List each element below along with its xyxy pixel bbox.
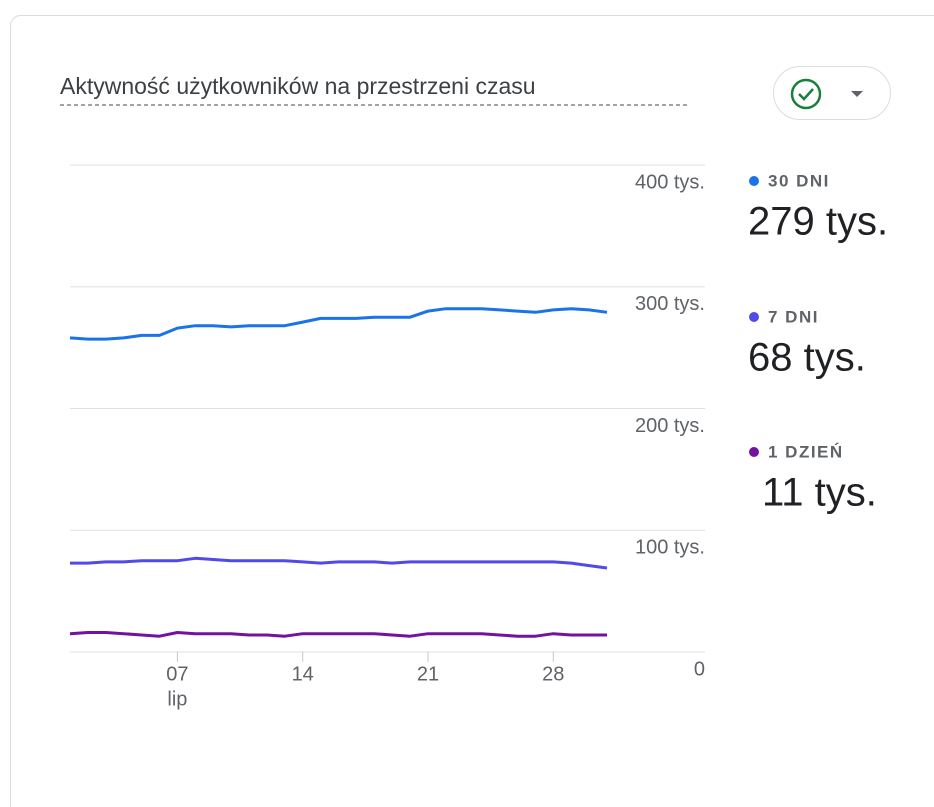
legend-dot xyxy=(749,176,759,186)
y-tick-label: 400 tys. xyxy=(635,171,705,193)
x-tick-label: 07 xyxy=(166,663,188,685)
x-tick-label: 21 xyxy=(417,663,439,685)
legend-label: 1 DZIEŃ xyxy=(768,442,844,461)
series-line xyxy=(69,307,608,341)
legend-label: 7 DNI xyxy=(768,307,819,326)
legend-label: 30 DNI xyxy=(768,171,830,190)
legend-dot xyxy=(749,312,759,322)
legend-total: 11 tys. xyxy=(762,471,877,515)
y-tick-label: 100 tys. xyxy=(635,537,705,559)
legend-total: 68 tys. xyxy=(748,336,866,380)
series-line xyxy=(69,631,607,638)
dropdown-arrow xyxy=(851,91,863,97)
card-title: Aktywność użytkowników na przestrzeni cz… xyxy=(60,73,536,99)
check-icon xyxy=(790,78,822,110)
y-tick-label: 300 tys. xyxy=(635,293,705,315)
legend-dot xyxy=(749,447,759,457)
y-tick-label: 0 xyxy=(694,658,705,680)
series-line xyxy=(70,556,608,570)
check-mark xyxy=(798,88,814,101)
y-tick-label: 200 tys. xyxy=(635,415,705,437)
card-border xyxy=(10,15,934,807)
compare-button[interactable] xyxy=(773,66,891,120)
x-tick-label: 28 xyxy=(542,663,564,685)
legend-total: 279 tys. xyxy=(748,200,888,244)
x-tick-sublabel: lip xyxy=(167,688,187,710)
x-tick-label: 14 xyxy=(292,663,314,685)
